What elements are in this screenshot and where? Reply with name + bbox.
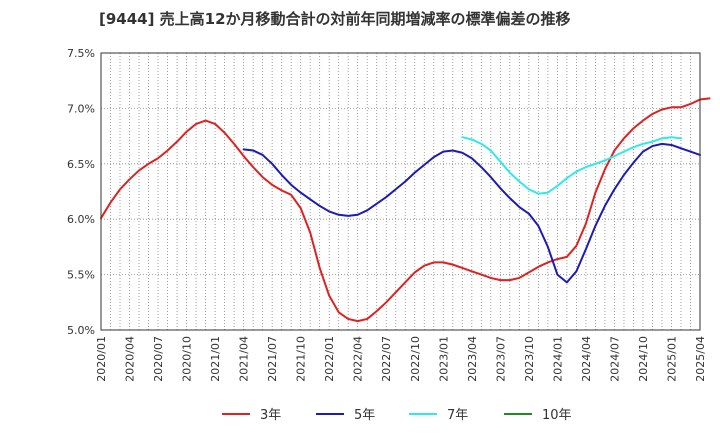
series-line-3 (461, 136, 682, 195)
x-tick-label: 2020/01 (95, 336, 108, 382)
legend-label-1: 3年 (260, 408, 281, 423)
series-lines (100, 97, 711, 323)
x-tick-label: 2024/07 (608, 336, 621, 382)
x-tick-label: 2023/01 (437, 336, 450, 382)
x-tick-label: 2022/04 (352, 336, 365, 382)
legend-label-3: 7年 (447, 408, 468, 423)
chart-title: [9444] 売上高12か月移動合計の対前年同期増減率の標準偏差の推移 (99, 10, 571, 28)
x-tick-label: 2022/10 (409, 336, 422, 382)
x-tick-label: 2024/10 (637, 336, 650, 382)
x-tick-label: 2023/10 (523, 336, 536, 382)
y-tick-label: 7.0% (67, 102, 95, 115)
x-tick-label: 2021/10 (295, 336, 308, 382)
legend-label-4: 10年 (542, 408, 572, 423)
x-tick-label: 2020/04 (124, 336, 137, 382)
series-line-2 (242, 142, 701, 284)
y-axis-ticks: 5.0% 5.5% 6.0% 6.5% 7.0% 7.5% (67, 47, 95, 337)
x-axis-ticks: 2020/01 2020/04 2020/07 2020/10 2021/01 2021/… (95, 336, 707, 382)
legend-label-2: 5年 (354, 408, 375, 423)
x-tick-label: 2025/01 (665, 336, 678, 382)
x-tick-label: 2023/07 (494, 336, 507, 382)
y-tick-label: 5.5% (67, 269, 95, 282)
x-tick-label: 2021/07 (266, 336, 279, 382)
legend: 3年 5年 7年 10年 (222, 408, 572, 423)
x-tick-label: 2025/04 (694, 336, 707, 382)
x-tick-label: 2022/01 (323, 336, 336, 382)
x-tick-label: 2024/01 (551, 336, 564, 382)
x-tick-label: 2024/04 (580, 336, 593, 382)
x-tick-label: 2021/04 (238, 336, 251, 382)
x-tick-label: 2023/04 (466, 336, 479, 382)
plot-area-frame (100, 52, 701, 331)
y-tick-label: 6.5% (67, 158, 95, 171)
x-tick-label: 2022/07 (380, 336, 393, 382)
y-tick-label: 7.5% (67, 47, 95, 60)
y-tick-label: 5.0% (67, 324, 95, 337)
x-tick-label: 2020/10 (181, 336, 194, 382)
x-tick-label: 2020/07 (152, 336, 165, 382)
x-tick-label: 2021/01 (209, 336, 222, 382)
series-line-1 (100, 97, 711, 323)
y-tick-label: 6.0% (67, 213, 95, 226)
